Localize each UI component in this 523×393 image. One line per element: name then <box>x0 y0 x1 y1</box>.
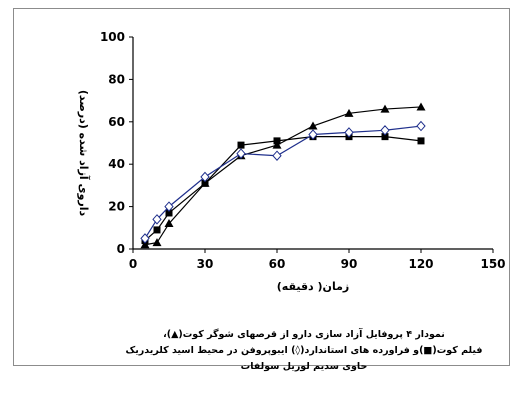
square-marker <box>153 226 161 234</box>
diamond-marker <box>140 233 150 244</box>
figure-caption: نمودار ۴ پروفایل آزاد سازی دارو از قرصها… <box>114 327 494 375</box>
diamond-marker <box>236 148 246 159</box>
y-tick-label: 80 <box>108 72 125 86</box>
square-marker <box>273 137 281 145</box>
square-marker <box>417 137 425 145</box>
triangle-marker <box>380 104 390 113</box>
tick-labels: 0 30 60 90 120 150 0 20 40 60 80 100 <box>100 30 506 271</box>
diamond-marker <box>416 120 426 132</box>
caption-line-2: فیلم کوت(■)و فراورده های استاندارد(◊) ای… <box>125 345 483 356</box>
series-square <box>141 133 425 245</box>
triangle-marker <box>140 240 150 249</box>
y-axis-title: داروی آزاد شده (درصد) <box>77 90 91 217</box>
series-line <box>144 125 422 239</box>
series-diamond <box>140 120 426 244</box>
chart-plot: 0 30 60 90 120 150 0 20 40 60 80 100 زمان( دقیقه) د… <box>77 30 506 293</box>
triangle-marker <box>308 121 318 130</box>
figure-frame: 0 30 60 90 120 150 0 20 40 60 80 100 زمان( دقیقه) د… <box>13 8 510 372</box>
series-line <box>144 106 422 246</box>
x-tick-label: 30 <box>197 257 214 271</box>
y-tick-label: 100 <box>100 30 125 44</box>
x-axis-title: زمان( دقیقه) <box>277 280 349 293</box>
diamond-marker <box>344 127 354 138</box>
series-layer <box>140 102 426 249</box>
triangle-marker <box>152 238 162 247</box>
diamond-marker <box>152 214 162 225</box>
triangle-marker <box>164 219 174 228</box>
y-tick-label: 20 <box>108 200 125 214</box>
diamond-marker <box>380 125 390 136</box>
square-marker <box>201 179 209 187</box>
series-line <box>144 136 422 241</box>
y-tick-label: 40 <box>108 157 125 171</box>
y-tick-label: 60 <box>108 115 125 129</box>
triangle-marker <box>272 140 282 149</box>
caption-line-1: نمودار ۴ پروفایل آزاد سازی دارو از قرصها… <box>163 329 445 340</box>
diamond-marker <box>200 171 210 183</box>
caption-line-3: حاوی سدیم لوریل سولفات <box>240 361 368 372</box>
axes <box>129 36 494 253</box>
diamond-marker <box>308 129 318 140</box>
x-tick-label: 120 <box>408 257 433 271</box>
square-marker <box>237 141 245 149</box>
x-tick-label: 90 <box>341 257 358 271</box>
square-marker <box>381 133 389 141</box>
x-tick-label: 150 <box>480 257 505 271</box>
triangle-marker <box>344 108 354 117</box>
diamond-marker <box>164 201 174 212</box>
diamond-marker <box>272 150 282 161</box>
series-triangle <box>140 102 426 249</box>
square-marker <box>165 209 173 217</box>
y-tick-label: 0 <box>117 242 125 256</box>
triangle-marker <box>416 102 426 111</box>
x-tick-label: 0 <box>129 257 137 271</box>
x-tick-label: 60 <box>269 257 286 271</box>
